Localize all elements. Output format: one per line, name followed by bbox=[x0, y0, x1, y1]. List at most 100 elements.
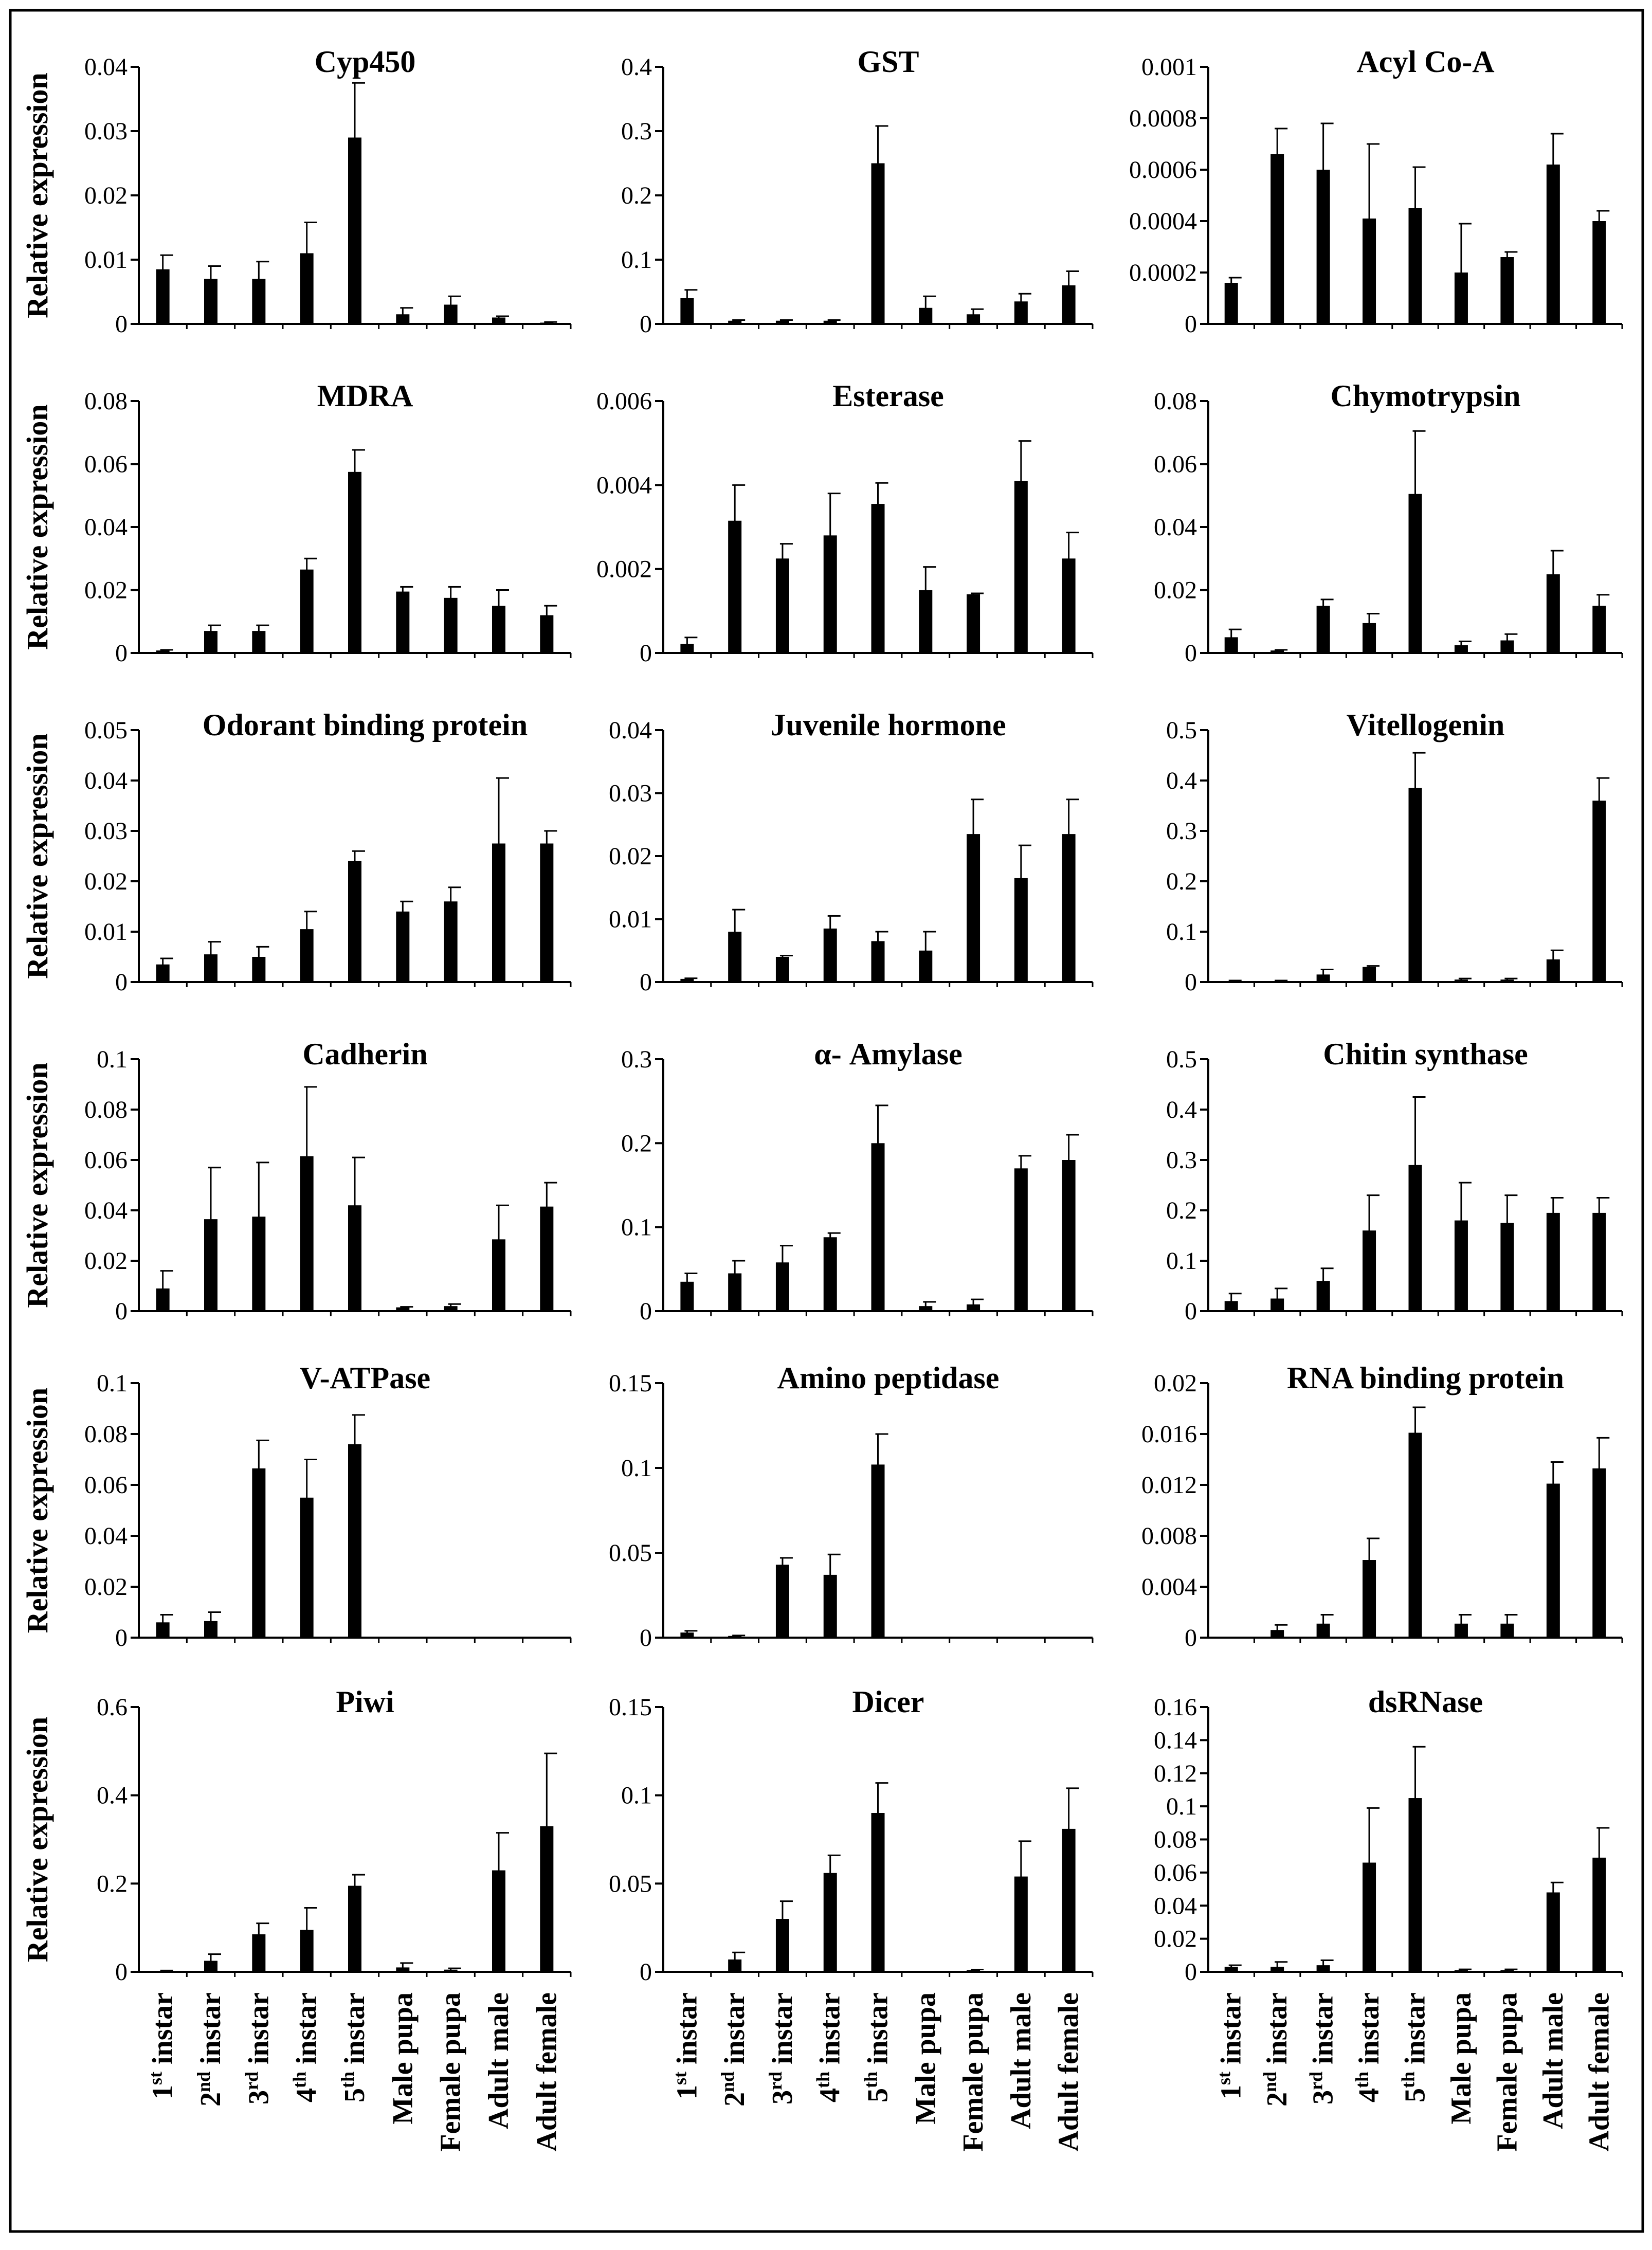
y-tick-label: 0.06 bbox=[84, 451, 128, 478]
category-label-9: Adult female bbox=[1053, 1992, 1085, 2152]
category-label-suffix: instar bbox=[862, 1992, 894, 2072]
category-label-superscript: th bbox=[1352, 2072, 1372, 2088]
category-label-main: Male pupa bbox=[1445, 1992, 1477, 2125]
y-tick-label: 0.4 bbox=[1166, 1096, 1197, 1123]
y-tick-label: 0.0006 bbox=[1129, 156, 1197, 184]
category-label-superscript: th bbox=[813, 2072, 833, 2088]
panel-title: Vitellogenin bbox=[1347, 708, 1505, 742]
category-label-suffix: instar bbox=[1261, 1992, 1293, 2072]
y-axis-label: Relative expression bbox=[21, 1717, 54, 1962]
category-label-5: 5th instar bbox=[337, 1992, 371, 2102]
y-tick-label: 0.03 bbox=[84, 118, 128, 145]
panel-title: Chymotrypsin bbox=[1330, 379, 1520, 413]
y-tick-label: 0.1 bbox=[621, 1782, 652, 1809]
y-tick-label: 0.016 bbox=[1141, 1421, 1197, 1448]
y-tick-label: 0.06 bbox=[1154, 451, 1197, 478]
y-tick-label: 0 bbox=[1185, 969, 1197, 996]
category-label-main: Female pupa bbox=[1491, 1992, 1523, 2152]
chart-panel-18: dsRNase 0 0.02 0.04 0.06 0.08 0.1 0.12 0.14 0.16 1… bbox=[1154, 1685, 1623, 2152]
category-label-superscript: th bbox=[861, 2072, 881, 2088]
category-label-main: 2 bbox=[195, 2092, 227, 2107]
category-label-4: 4th instar bbox=[813, 1992, 846, 2102]
category-label-main: 1 bbox=[1215, 2085, 1247, 2099]
panels-container: Cyp450 0 0.01 0.02 0.03 0.04 Relative expressi… bbox=[21, 45, 1623, 2152]
y-tick-label: 0.2 bbox=[1166, 868, 1197, 895]
category-label-main: 4 bbox=[1353, 2088, 1385, 2102]
y-tick-label: 0.0002 bbox=[1129, 259, 1197, 286]
category-label-suffix: instar bbox=[291, 1992, 323, 2072]
y-tick-label: 0 bbox=[1185, 640, 1197, 667]
category-label-suffix: instar bbox=[1353, 1992, 1385, 2072]
y-tick-label: 0.5 bbox=[1166, 717, 1197, 744]
category-label-main: 2 bbox=[1261, 2092, 1293, 2107]
category-label-5: 5th instar bbox=[861, 1992, 894, 2102]
category-label-main: 3 bbox=[1308, 2090, 1339, 2104]
panel-title: Chitin synthase bbox=[1323, 1037, 1528, 1071]
y-tick-label: 0.3 bbox=[621, 1046, 652, 1073]
category-label-main: 5 bbox=[1400, 2088, 1431, 2102]
panel-title: Acyl Co-A bbox=[1356, 45, 1494, 79]
y-tick-label: 0.2 bbox=[97, 1870, 128, 1897]
y-tick-label: 0.02 bbox=[1154, 1370, 1197, 1397]
y-tick-label: 0.01 bbox=[84, 918, 128, 946]
category-label-main: 5 bbox=[862, 2088, 894, 2102]
category-label-suffix: instar bbox=[671, 1992, 703, 2072]
y-tick-label: 0.05 bbox=[609, 1870, 652, 1897]
y-axis-label: Relative expression bbox=[21, 1062, 54, 1308]
category-label-superscript: rd bbox=[1306, 2072, 1327, 2090]
category-label-main: Adult female bbox=[531, 1992, 562, 2152]
category-label-main: 5 bbox=[339, 2088, 371, 2102]
category-label-main: 1 bbox=[147, 2085, 179, 2099]
y-tick-label: 0.2 bbox=[621, 1130, 652, 1157]
category-label-superscript: th bbox=[289, 2072, 310, 2088]
y-axis-label: Relative expression bbox=[21, 72, 54, 318]
y-tick-label: 0 bbox=[115, 1624, 128, 1652]
y-tick-label: 0 bbox=[115, 1958, 128, 1986]
category-label-8: Adult male bbox=[1537, 1992, 1569, 2129]
y-tick-label: 0.08 bbox=[84, 1096, 128, 1123]
y-tick-label: 0 bbox=[115, 311, 128, 338]
y-tick-label: 0.06 bbox=[84, 1147, 128, 1174]
y-tick-label: 0.012 bbox=[1141, 1472, 1197, 1499]
category-label-main: Female pupa bbox=[435, 1992, 467, 2152]
y-tick-label: 0.15 bbox=[609, 1370, 652, 1397]
y-tick-label: 0.1 bbox=[97, 1046, 128, 1073]
chart-panel-5: Esterase 0 0.002 0.004 0.006 bbox=[596, 379, 1094, 667]
y-tick-label: 0.1 bbox=[1166, 1247, 1197, 1275]
category-label-7: Female pupa bbox=[1491, 1992, 1523, 2152]
chart-panel-15: RNA binding protein 0 0.004 0.008 0.012 0.016… bbox=[1141, 1361, 1623, 1652]
category-label-1: 1st instar bbox=[1214, 1992, 1247, 2099]
y-tick-label: 0 bbox=[115, 969, 128, 996]
y-tick-label: 0.4 bbox=[621, 53, 652, 81]
category-label-7: Female pupa bbox=[435, 1992, 467, 2152]
category-label-suffix: instar bbox=[339, 1992, 371, 2072]
category-label-superscript: th bbox=[337, 2072, 358, 2088]
category-label-superscript: th bbox=[1398, 2072, 1419, 2088]
y-tick-label: 0.05 bbox=[609, 1539, 652, 1567]
y-tick-label: 0.4 bbox=[1166, 767, 1197, 794]
category-label-main: Adult male bbox=[1005, 1992, 1037, 2129]
y-tick-label: 0.04 bbox=[84, 53, 128, 81]
panel-title: MDRA bbox=[317, 379, 413, 413]
y-tick-label: 0.2 bbox=[621, 182, 652, 209]
y-tick-label: 0.08 bbox=[1154, 388, 1197, 415]
category-label-2: 2nd instar bbox=[717, 1992, 751, 2107]
y-tick-label: 0.04 bbox=[84, 1522, 128, 1550]
y-tick-label: 0.12 bbox=[1154, 1760, 1197, 1787]
y-tick-label: 0.16 bbox=[1154, 1694, 1197, 1721]
category-label-3: 3rd instar bbox=[765, 1992, 798, 2104]
y-tick-label: 0.03 bbox=[609, 780, 652, 807]
chart-panel-1: Cyp450 0 0.01 0.02 0.03 0.04 Relative expressi… bbox=[21, 45, 572, 338]
y-tick-label: 0.004 bbox=[596, 471, 652, 499]
panel-title: Cyp450 bbox=[315, 45, 416, 79]
y-tick-label: 0.1 bbox=[621, 246, 652, 274]
chart-panel-8: Juvenile hormone 0 0.01 0.02 0.03 0.04 bbox=[609, 708, 1094, 996]
y-tick-label: 0.004 bbox=[1141, 1573, 1197, 1601]
category-label-superscript: st bbox=[146, 2072, 166, 2085]
category-label-suffix: instar bbox=[243, 1992, 275, 2072]
y-tick-label: 0.1 bbox=[621, 1455, 652, 1482]
y-axis-label: Relative expression bbox=[21, 1388, 54, 1633]
panel-title: α- Amylase bbox=[814, 1037, 962, 1071]
category-label-suffix: instar bbox=[1308, 1992, 1339, 2072]
